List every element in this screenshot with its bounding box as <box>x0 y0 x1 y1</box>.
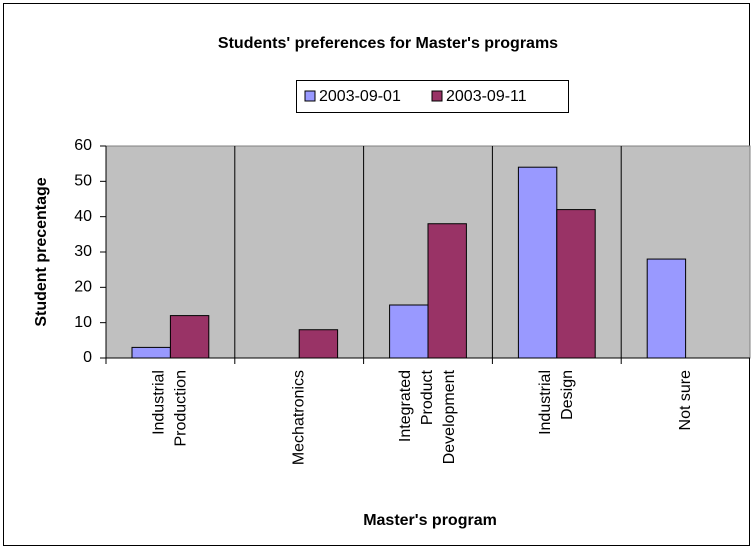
legend-label: 2003-09-11 <box>446 88 527 105</box>
legend-swatch <box>304 90 316 102</box>
x-tick-label: Production <box>173 370 190 447</box>
x-tick-label: Design <box>559 370 576 420</box>
bar <box>298 329 339 359</box>
bar <box>427 223 467 359</box>
y-tick-label: 0 <box>83 349 92 366</box>
bar <box>389 304 429 359</box>
bar <box>169 315 210 359</box>
y-tick-label: 40 <box>74 208 92 225</box>
y-tick-label: 50 <box>74 173 92 190</box>
chart-title: Students' preferences for Master's progr… <box>218 35 558 52</box>
y-tick-label: 10 <box>74 314 92 331</box>
bar <box>517 166 558 359</box>
y-tick-label: 30 <box>74 243 92 260</box>
x-tick-label: Industrial <box>537 370 554 435</box>
x-tick-label: Product <box>419 369 436 425</box>
x-tick-label: Not sure <box>677 370 694 431</box>
bar <box>131 346 171 359</box>
x-tick-label: Development <box>441 369 458 464</box>
y-tick-label: 60 <box>74 137 92 154</box>
legend-swatch <box>431 90 443 102</box>
x-tick-label: Mechatronics <box>290 370 307 465</box>
x-axis-title: Master's program <box>363 512 497 529</box>
x-tick-label: Integrated <box>397 370 414 442</box>
y-axis-title: Student precentage <box>33 177 50 326</box>
bar <box>556 209 596 359</box>
y-tick-label: 20 <box>74 279 92 296</box>
legend-label: 2003-09-01 <box>319 88 401 105</box>
x-tick-label: Industrial <box>151 370 168 435</box>
bar <box>646 258 687 359</box>
